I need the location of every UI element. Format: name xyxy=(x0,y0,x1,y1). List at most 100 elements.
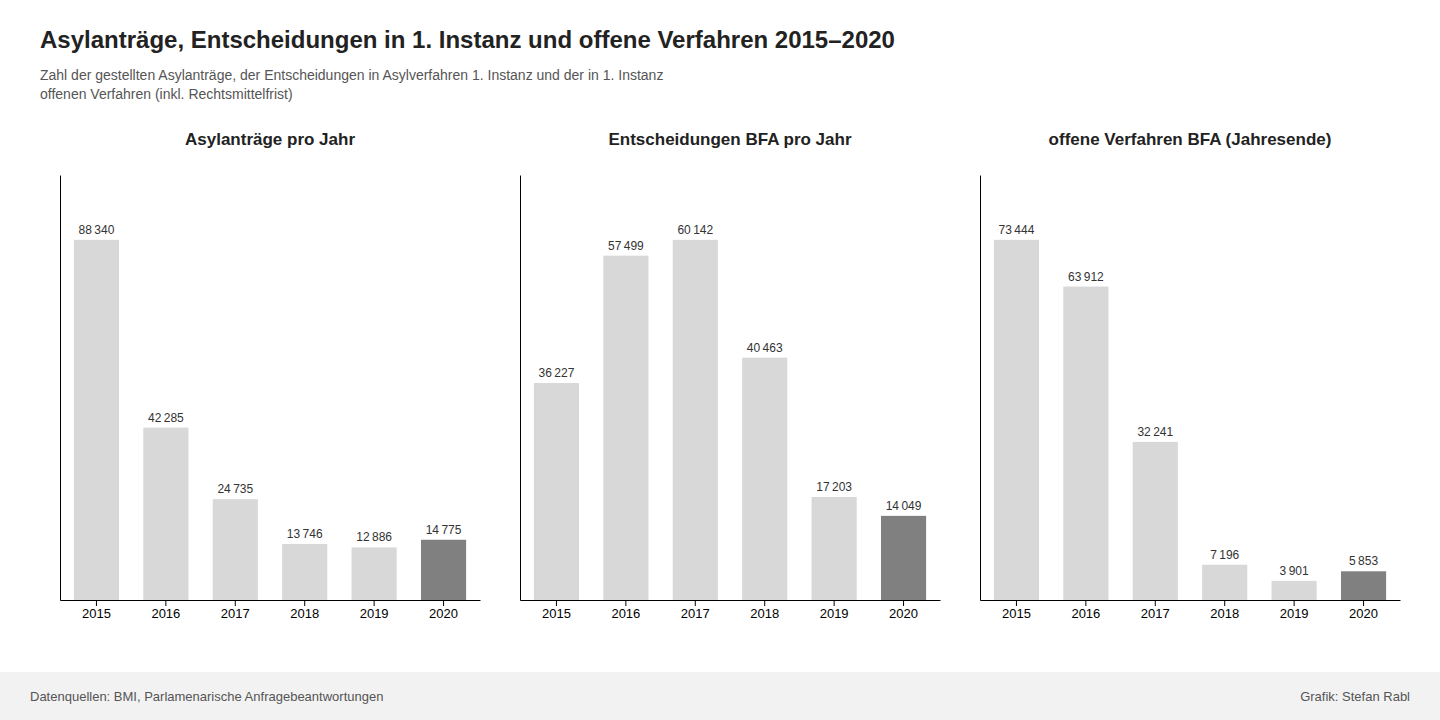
bar xyxy=(1133,442,1178,600)
data-label: 12 886 xyxy=(356,530,392,544)
x-tick-label: 2017 xyxy=(681,606,710,621)
bar xyxy=(742,358,787,600)
x-tick-label: 2017 xyxy=(1141,606,1170,621)
chart-svg: Asylanträge, Entscheidungen in 1. Instan… xyxy=(0,0,1440,720)
bar xyxy=(213,499,258,600)
y-axis-line xyxy=(60,176,61,601)
x-tick-mark xyxy=(556,600,557,606)
bar xyxy=(812,497,857,600)
x-tick-label: 2016 xyxy=(611,606,640,621)
data-label: 17 203 xyxy=(816,480,852,494)
x-tick-label: 2018 xyxy=(1210,606,1239,621)
x-tick-mark xyxy=(1363,600,1364,606)
x-tick: 2016 xyxy=(151,600,180,621)
bar xyxy=(74,240,119,600)
x-axis: 2015 2016 2017 2018 2019 2020 xyxy=(981,600,1401,621)
x-tick: 2017 xyxy=(681,600,710,621)
x-axis: 2015 2016 2017 2018 2019 2020 xyxy=(521,600,941,621)
data-label: 63 912 xyxy=(1068,270,1104,284)
bar xyxy=(1341,571,1386,600)
x-tick: 2019 xyxy=(360,600,389,621)
x-tick-label: 2020 xyxy=(889,606,918,621)
bars xyxy=(534,240,926,600)
data-label: 14 049 xyxy=(886,499,922,513)
x-tick: 2018 xyxy=(290,600,319,621)
x-tick-mark xyxy=(1085,600,1086,606)
x-tick-mark xyxy=(834,600,835,606)
chart-panel: 36 22757 49960 14240 46317 20314 0492015… xyxy=(521,130,941,621)
y-axis-line xyxy=(520,176,521,601)
y-axis xyxy=(980,176,981,601)
x-tick-mark xyxy=(695,600,696,606)
x-tick-mark xyxy=(165,600,166,606)
x-tick-label: 2018 xyxy=(290,606,319,621)
data-label: 42 285 xyxy=(148,411,184,425)
x-tick: 2015 xyxy=(542,600,571,621)
x-tick-mark xyxy=(374,600,375,606)
chart-title: offene Verfahren BFA (Jahresende) xyxy=(1049,130,1332,149)
x-tick-label: 2017 xyxy=(221,606,250,621)
x-tick: 2016 xyxy=(611,600,640,621)
x-tick-mark xyxy=(1155,600,1156,606)
x-tick-mark xyxy=(1294,600,1295,606)
subtitle: offenen Verfahren (inkl. Rechtsmittelfri… xyxy=(40,86,293,102)
data-labels: 73 44463 91232 2417 1963 9015 853 xyxy=(999,223,1379,578)
bar xyxy=(1202,565,1247,600)
chart-title: Entscheidungen BFA pro Jahr xyxy=(608,130,851,149)
x-tick-mark xyxy=(96,600,97,606)
x-tick-label: 2015 xyxy=(82,606,111,621)
x-tick-mark xyxy=(443,600,444,606)
x-tick-label: 2016 xyxy=(1071,606,1100,621)
x-tick: 2015 xyxy=(1002,600,1031,621)
data-label: 57 499 xyxy=(608,239,644,253)
data-label: 73 444 xyxy=(999,223,1035,237)
bars xyxy=(74,240,466,600)
bar xyxy=(282,544,327,600)
data-label: 14 775 xyxy=(426,523,462,537)
x-tick-label: 2019 xyxy=(820,606,849,621)
bar xyxy=(1063,287,1108,600)
data-label: 88 340 xyxy=(79,223,115,237)
subtitle: Zahl der gestellten Asylanträge, der Ent… xyxy=(40,67,663,83)
x-tick: 2016 xyxy=(1071,600,1100,621)
bar xyxy=(673,240,718,600)
x-tick-mark xyxy=(764,600,765,606)
x-tick-label: 2019 xyxy=(1280,606,1309,621)
x-tick: 2020 xyxy=(1349,600,1378,621)
bar xyxy=(1272,581,1317,600)
data-label: 32 241 xyxy=(1137,425,1173,439)
data-label: 40 463 xyxy=(747,341,783,355)
chart-title: Asylanträge pro Jahr xyxy=(185,130,355,149)
x-tick: 2017 xyxy=(1141,600,1170,621)
x-tick: 2020 xyxy=(429,600,458,621)
x-tick-label: 2020 xyxy=(1349,606,1378,621)
footer-source: Datenquellen: BMI, Parlamenarische Anfra… xyxy=(30,689,383,704)
x-tick: 2019 xyxy=(1280,600,1309,621)
x-tick-label: 2018 xyxy=(750,606,779,621)
x-axis-line xyxy=(61,600,481,601)
footer-credit: Grafik: Stefan Rabl xyxy=(1300,689,1410,704)
x-tick-mark xyxy=(235,600,236,606)
chart-panel: 73 44463 91232 2417 1963 9015 8532015201… xyxy=(981,130,1401,621)
x-tick: 2018 xyxy=(750,600,779,621)
x-tick-mark xyxy=(903,600,904,606)
bar xyxy=(994,240,1039,600)
chart-panel: 88 34042 28524 73513 74612 88614 7752015… xyxy=(61,130,481,621)
bar xyxy=(603,256,648,600)
bar xyxy=(421,540,466,600)
bar xyxy=(881,516,926,600)
x-axis-line xyxy=(521,600,941,601)
x-tick-label: 2019 xyxy=(360,606,389,621)
x-axis: 2015 2016 2017 2018 2019 2020 xyxy=(61,600,481,621)
x-tick: 2020 xyxy=(889,600,918,621)
x-tick: 2019 xyxy=(820,600,849,621)
x-tick-label: 2015 xyxy=(542,606,571,621)
x-tick-mark xyxy=(1016,600,1017,606)
x-tick-label: 2015 xyxy=(1002,606,1031,621)
data-labels: 36 22757 49960 14240 46317 20314 049 xyxy=(539,223,922,513)
data-label: 7 196 xyxy=(1210,548,1239,562)
bar xyxy=(352,547,397,600)
y-axis xyxy=(60,176,61,601)
x-tick: 2018 xyxy=(1210,600,1239,621)
bar xyxy=(143,428,188,600)
